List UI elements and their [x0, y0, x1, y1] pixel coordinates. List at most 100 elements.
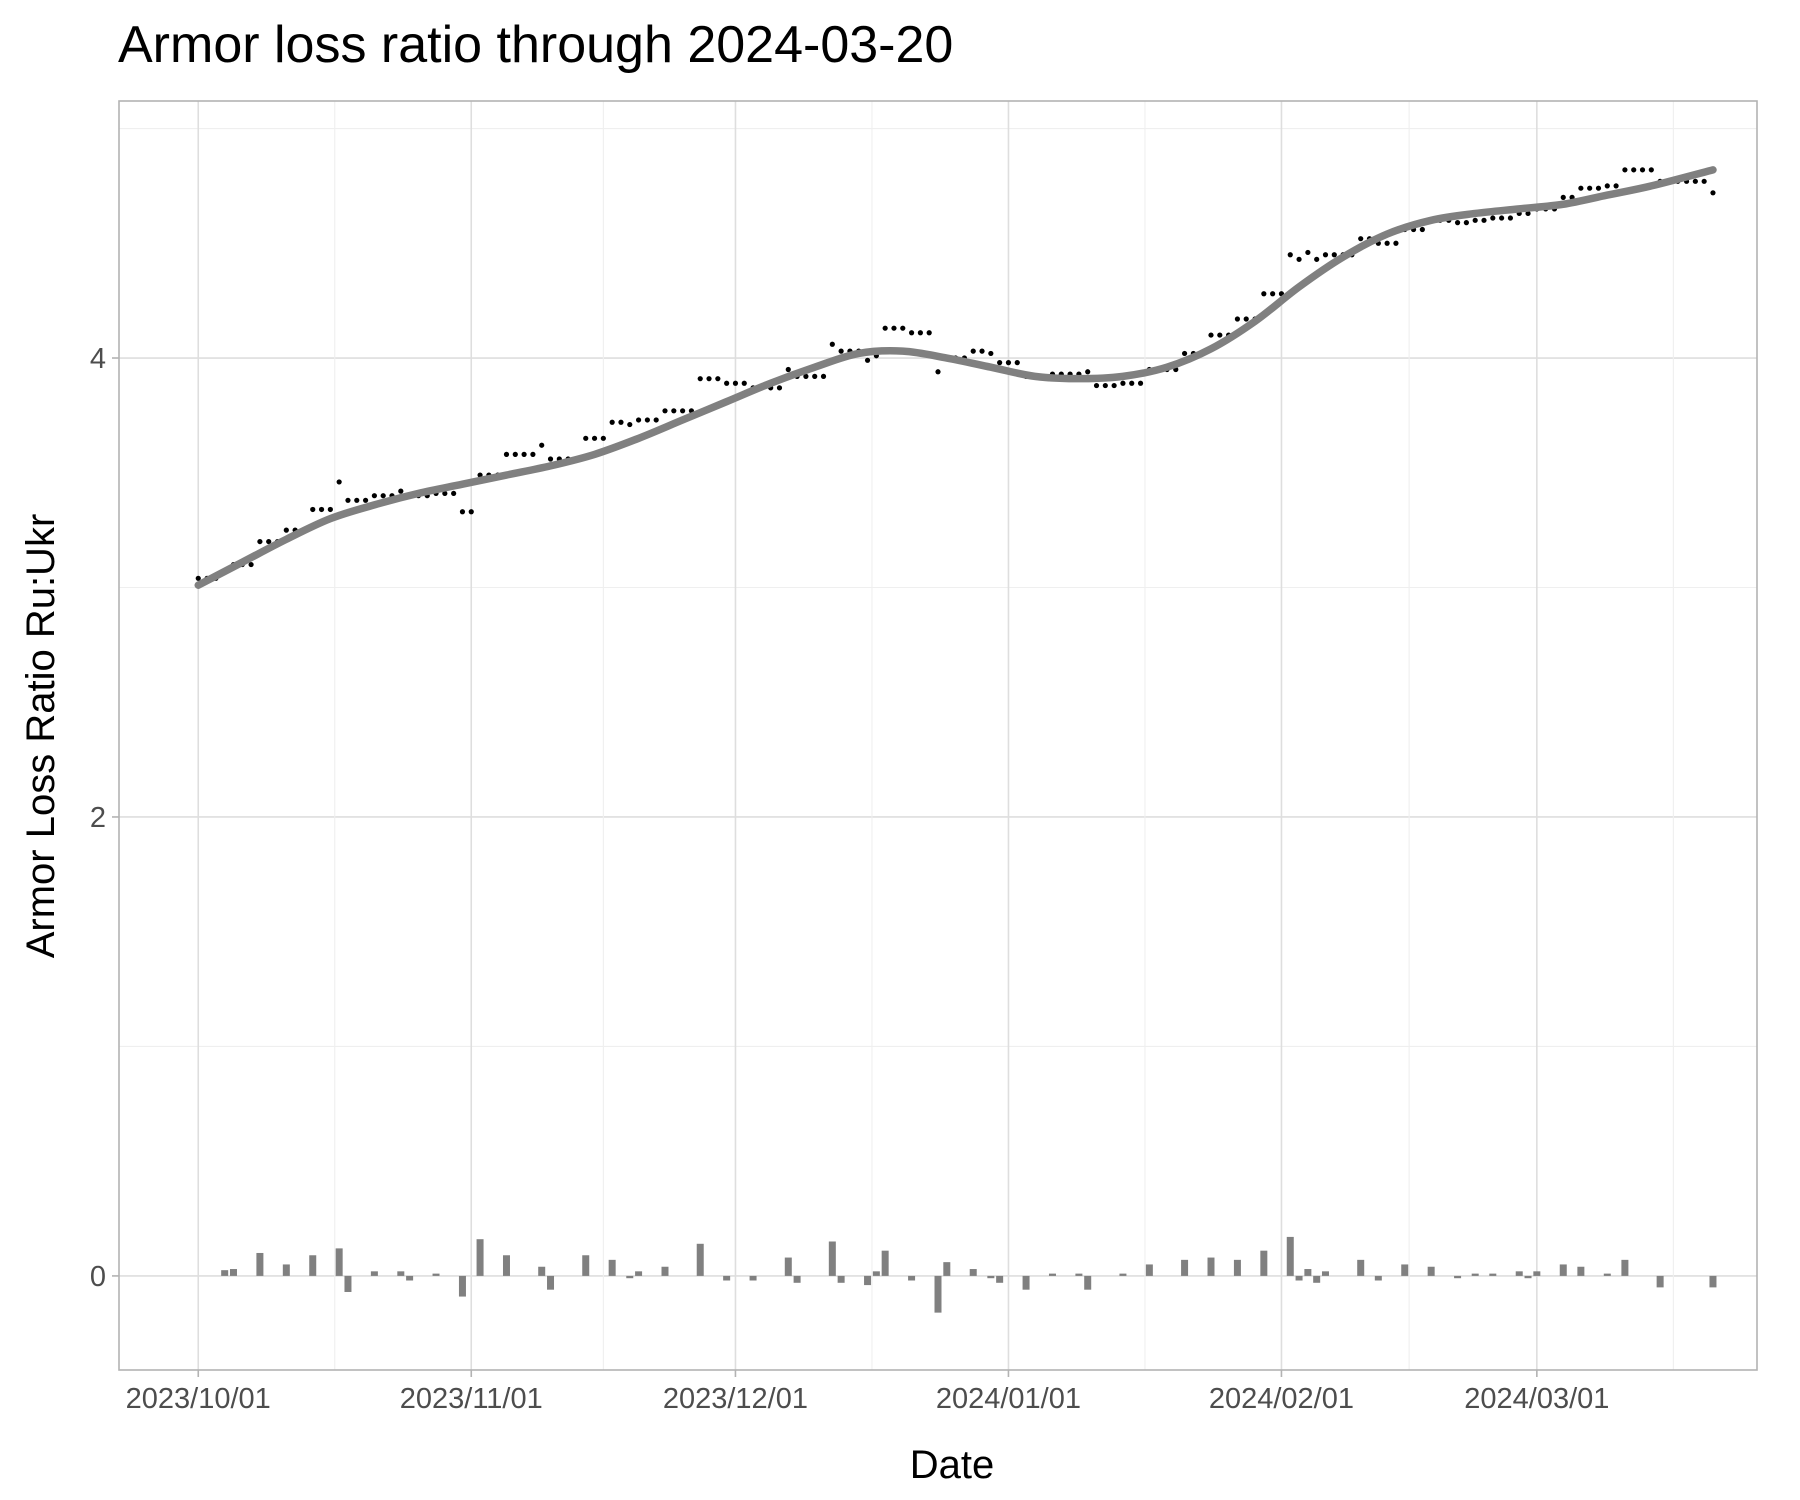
bar — [221, 1270, 229, 1276]
bar — [1533, 1271, 1541, 1276]
point — [1331, 252, 1337, 258]
bar — [1577, 1266, 1585, 1276]
point — [1604, 183, 1610, 189]
point — [1710, 190, 1716, 196]
bar — [1656, 1275, 1664, 1288]
bar — [1145, 1264, 1153, 1276]
point — [1393, 240, 1399, 246]
point — [1701, 178, 1707, 184]
bar — [309, 1255, 317, 1276]
point — [583, 435, 589, 441]
bar — [1524, 1275, 1532, 1279]
point — [838, 348, 844, 354]
point — [1499, 215, 1505, 221]
point — [248, 561, 254, 568]
point — [1270, 291, 1276, 297]
point — [1631, 167, 1637, 173]
point — [1639, 167, 1646, 173]
bar — [1313, 1275, 1321, 1283]
bar — [1489, 1273, 1497, 1276]
point — [1463, 220, 1469, 226]
point — [257, 538, 263, 545]
point — [327, 506, 333, 513]
bar — [458, 1275, 466, 1297]
plot-panel-border — [118, 100, 1758, 1371]
bar — [1515, 1271, 1523, 1276]
axis-ticks: 2023/10/01 2023/11/01 2023/12/01 2024/01/01… — [90, 343, 1610, 1415]
bar — [1603, 1273, 1611, 1276]
bar — [1048, 1273, 1056, 1276]
bar — [476, 1239, 484, 1276]
bar — [881, 1250, 889, 1276]
point — [1613, 183, 1619, 189]
point — [908, 330, 915, 336]
point — [1419, 226, 1425, 233]
point — [715, 376, 721, 382]
point — [547, 456, 554, 462]
point — [310, 506, 316, 513]
y-tick-label: 2 — [90, 802, 106, 834]
point — [354, 497, 360, 503]
x-tick-label: 2024/02/01 — [1209, 1383, 1354, 1415]
point — [741, 380, 747, 386]
point — [1454, 220, 1461, 226]
bar — [538, 1266, 546, 1276]
point — [600, 435, 606, 441]
point — [1472, 217, 1478, 223]
daily-change-bars — [221, 1236, 1717, 1313]
bar — [335, 1248, 343, 1276]
bar — [1075, 1273, 1083, 1276]
y-axis-title: Armor Loss Ratio Ru:Ukr — [19, 514, 63, 959]
point — [1525, 210, 1531, 217]
point — [477, 472, 483, 478]
bar — [969, 1269, 977, 1276]
y-tick-label: 4 — [90, 343, 106, 375]
bar — [1374, 1275, 1382, 1281]
bar — [661, 1266, 669, 1276]
bar — [1181, 1259, 1189, 1276]
bar — [793, 1275, 801, 1283]
bar — [370, 1271, 378, 1276]
point — [724, 380, 730, 386]
bar — [908, 1275, 916, 1281]
series-line — [194, 166, 1717, 589]
point — [1384, 240, 1390, 246]
bar — [749, 1275, 757, 1281]
point — [829, 341, 835, 347]
point — [503, 451, 510, 457]
point — [1234, 316, 1241, 322]
bar — [872, 1271, 880, 1276]
bar — [547, 1275, 555, 1290]
point — [362, 497, 369, 503]
bar — [723, 1275, 731, 1281]
bar — [1559, 1264, 1567, 1276]
point — [1296, 256, 1302, 262]
point — [1648, 167, 1654, 173]
point — [864, 357, 871, 363]
x-tick-label: 2023/10/01 — [126, 1383, 271, 1415]
bar — [1321, 1271, 1329, 1276]
point — [1208, 332, 1214, 338]
point — [1137, 380, 1144, 386]
bar — [1207, 1257, 1215, 1276]
bar — [1471, 1273, 1479, 1276]
point — [451, 490, 457, 497]
point — [1314, 256, 1320, 262]
bar — [1260, 1250, 1268, 1276]
point — [1692, 178, 1698, 184]
bar — [1427, 1266, 1435, 1276]
point — [1093, 382, 1100, 389]
point — [398, 488, 404, 494]
point — [1243, 316, 1249, 322]
point — [1622, 167, 1628, 173]
point — [662, 408, 668, 414]
point — [812, 373, 818, 379]
x-tick-label: 2024/01/01 — [936, 1383, 1081, 1415]
point — [671, 408, 677, 414]
bar — [1401, 1264, 1409, 1276]
point — [1481, 217, 1487, 223]
point — [1217, 332, 1223, 338]
point — [1085, 369, 1091, 375]
point — [979, 348, 985, 354]
